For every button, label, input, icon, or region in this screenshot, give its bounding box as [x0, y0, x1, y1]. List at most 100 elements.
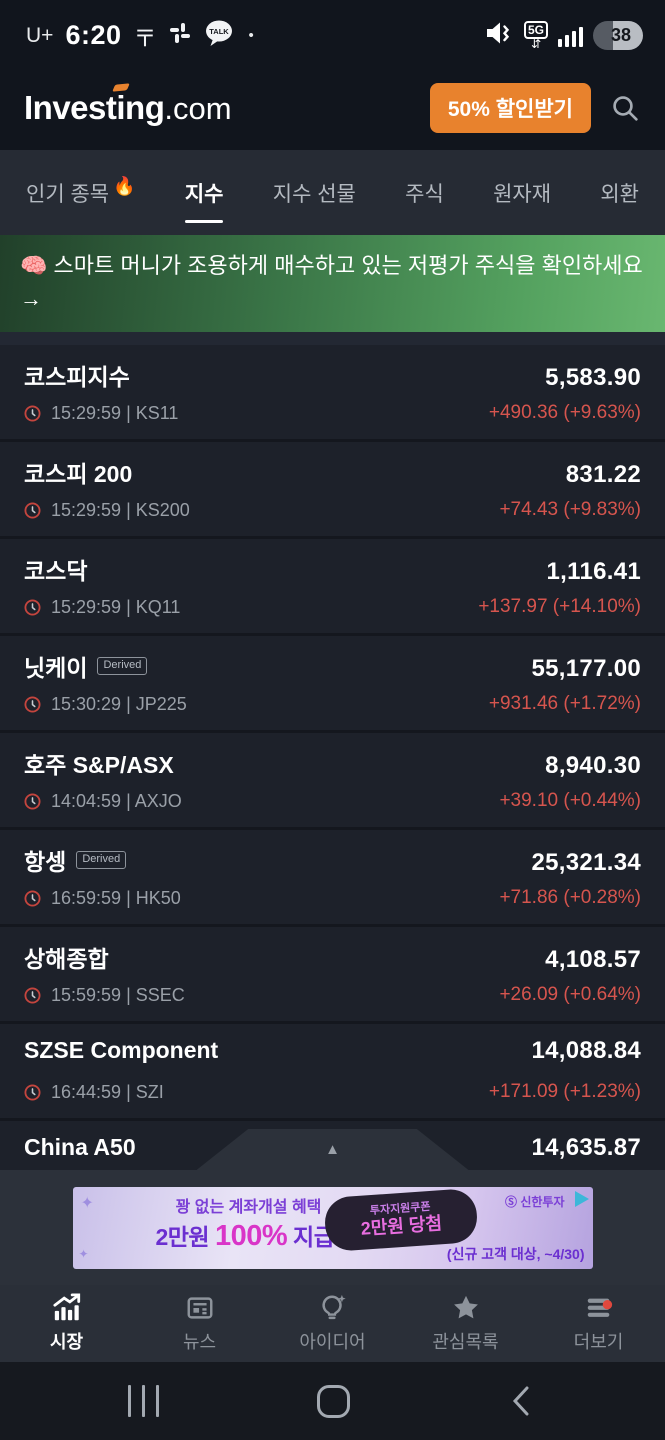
collapse-ad-handle[interactable]: ▲ [196, 1129, 469, 1170]
news-icon [187, 1297, 212, 1319]
ad-info-icon[interactable] [574, 1190, 589, 1207]
tab-index-futures[interactable]: 지수 선물 [272, 182, 356, 206]
index-time-symbol: 15:30:29 | JP225 [51, 693, 187, 714]
index-meta: 16:44:59 | SZI [24, 1082, 164, 1103]
index-meta: 15:29:59 | KS200 [24, 500, 190, 521]
nav-label: 아이디어 [299, 1332, 366, 1352]
kakaotalk-icon: TALK [204, 19, 234, 52]
nav-item-watchlist[interactable]: 관심목록 [399, 1293, 532, 1354]
ad-coupon-blob: 투자지원쿠폰 2만원 당첨 [322, 1187, 479, 1252]
derived-badge: Derived [76, 850, 127, 870]
index-meta: 14:04:59 | AXJO [24, 791, 182, 812]
home-button[interactable] [316, 1384, 350, 1418]
clock-icon [24, 1083, 41, 1101]
index-value: 25,321.34 [531, 849, 641, 876]
markets-chart-icon [52, 1293, 80, 1321]
mute-vibrate-icon [484, 19, 514, 52]
nav-label: 뉴스 [182, 1332, 217, 1352]
section-divider [0, 332, 665, 345]
market-tabs: 인기 종목 🔥 지수 지수 선물 주식 원자재 외환 [0, 150, 665, 235]
index-change: +931.46 (+1.72%) [488, 693, 641, 714]
index-name: 코스피 200 [24, 461, 133, 487]
index-name: 코스피지수 [24, 364, 130, 390]
index-row[interactable]: 상해종합 4,108.57 15:59:59 | SSEC +26.09 (+0… [0, 927, 665, 1024]
index-value: 55,177.00 [531, 655, 641, 682]
notification-dot-icon: • [248, 27, 254, 44]
search-button[interactable] [609, 92, 641, 124]
svg-text:TALK: TALK [210, 27, 230, 36]
tab-indices[interactable]: 지수 [184, 150, 223, 235]
index-row[interactable]: 호주 S&P/ASX 8,940.30 14:04:59 | AXJO +39.… [0, 733, 665, 830]
smart-money-banner[interactable]: 🧠 스마트 머니가 조용하게 매수하고 있는 저평가 주식을 확인하세요 → [0, 235, 665, 332]
nav-label: 시장 [49, 1332, 84, 1352]
index-time-symbol: 15:29:59 | KQ11 [51, 596, 181, 617]
ad-offer-line: 2만원 100% 지급! [155, 1219, 342, 1252]
index-name: China A50 [24, 1134, 136, 1160]
nav-item-more[interactable]: 더보기 [532, 1293, 665, 1354]
star-decoration-icon: ✦ [78, 1246, 89, 1261]
index-name: 호주 S&P/ASX [24, 752, 174, 778]
index-change: +490.36 (+9.63%) [488, 402, 641, 423]
fire-icon: 🔥 [113, 176, 136, 196]
nav-label: 관심목록 [432, 1332, 499, 1352]
index-row[interactable]: 항셍 Derived 25,321.34 16:59:59 | HK50 +71… [0, 830, 665, 927]
index-meta: 15:29:59 | KS11 [24, 403, 178, 424]
clock-icon [24, 404, 41, 422]
signal-strength-icon [558, 25, 583, 47]
index-value: 8,940.30 [545, 752, 641, 779]
index-value: 831.22 [565, 461, 641, 488]
index-value: 1,116.41 [546, 558, 641, 585]
tab-popular[interactable]: 인기 종목 🔥 [26, 176, 136, 206]
index-meta: 15:30:29 | JP225 [24, 694, 187, 715]
index-row[interactable]: China A50 14,635.87 [0, 1121, 665, 1170]
index-row[interactable]: 코스닥 1,116.41 15:29:59 | KQ11 +137.97 (+1… [0, 539, 665, 636]
clock-icon [24, 792, 41, 810]
tab-forex[interactable]: 외환 [600, 182, 639, 206]
index-meta: 16:59:59 | HK50 [24, 888, 181, 909]
ad-banner[interactable]: ✦ ✦ ✦ 꽝 없는 계좌개설 혜택 2만원 100% 지급! 투자지원쿠폰 2… [72, 1186, 593, 1269]
app-header: Investing.com 50% 할인받기 [0, 65, 665, 150]
index-change: +26.09 (+0.64%) [499, 984, 641, 1005]
tab-stocks[interactable]: 주식 [405, 182, 444, 206]
search-icon [613, 95, 638, 121]
tab-commodities[interactable]: 원자재 [493, 182, 552, 206]
clock-icon [24, 598, 41, 616]
index-value: 5,583.90 [545, 364, 641, 391]
index-value: 14,088.84 [531, 1037, 641, 1064]
bottom-nav: 시장 뉴스 아이디어 관심목록 더보기 [0, 1285, 665, 1362]
nav-item-markets[interactable]: 시장 [0, 1293, 133, 1354]
idea-bulb-icon [321, 1294, 346, 1320]
nav-item-news[interactable]: 뉴스 [133, 1293, 266, 1354]
clock-icon [24, 501, 41, 519]
smart-money-banner-text: 🧠 스마트 머니가 조용하게 매수하고 있는 저평가 주식을 확인하세요 → [20, 252, 643, 311]
clock-icon [24, 889, 41, 907]
logo-orange-tick: i [116, 88, 126, 126]
nav-item-ideas[interactable]: 아이디어 [266, 1293, 399, 1354]
more-menu-icon [587, 1298, 612, 1317]
clock-icon [24, 986, 41, 1004]
slack-icon [168, 21, 192, 50]
star-decoration-icon: ✦ [80, 1194, 94, 1212]
index-time-symbol: 16:59:59 | HK50 [51, 887, 181, 908]
network-5g-icon: 5G ⇵ [523, 21, 548, 50]
index-row[interactable]: 닛케이 Derived 55,177.00 15:30:29 | JP225 +… [0, 636, 665, 733]
ad-advertiser-logo: Ⓢ 신한투자 [505, 1194, 565, 1209]
index-meta: 15:29:59 | KQ11 [24, 597, 180, 618]
index-change: +74.43 (+9.83%) [499, 499, 641, 520]
status-bar: U+ 6:20 〒 TALK • 5G ⇵ 38 [0, 0, 665, 65]
index-row[interactable]: SZSE Component 14,088.84 16:44:59 | SZI … [0, 1024, 665, 1121]
discount-promo-button[interactable]: 50% 할인받기 [429, 82, 591, 133]
index-change: +137.97 (+14.10%) [478, 596, 641, 617]
index-name: 닛케이 [24, 655, 88, 681]
recent-apps-button[interactable] [128, 1385, 159, 1417]
index-time-symbol: 15:29:59 | KS200 [51, 499, 190, 520]
back-chevron-icon [512, 1386, 529, 1416]
ad-terms-note: (신규 고객 대상, ~4/30) [446, 1245, 585, 1262]
investing-logo[interactable]: Investing.com [24, 88, 232, 126]
index-row[interactable]: 코스피지수 5,583.90 15:29:59 | KS11 +490.36 (… [0, 345, 665, 442]
carrier-label: U+ [26, 23, 54, 47]
index-value: 14,635.87 [531, 1134, 641, 1161]
index-row[interactable]: 코스피 200 831.22 15:29:59 | KS200 +74.43 (… [0, 442, 665, 539]
back-button[interactable] [507, 1384, 537, 1418]
